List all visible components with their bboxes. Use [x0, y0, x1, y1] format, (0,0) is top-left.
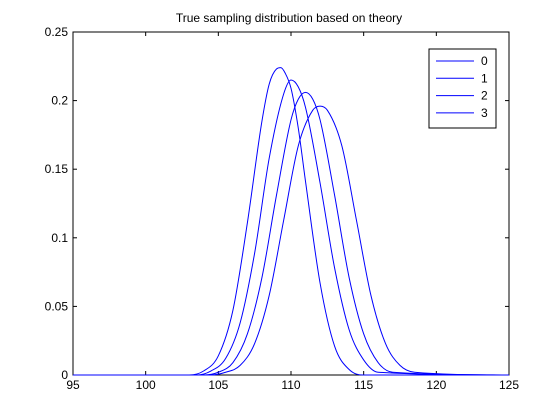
legend-label-1: 1: [481, 71, 488, 85]
x-tick-label: 95: [66, 378, 80, 392]
legend-label-2: 2: [481, 89, 488, 103]
y-tick-label: 0: [61, 368, 68, 382]
x-tick-label: 120: [426, 378, 446, 392]
series-line-0: [73, 67, 509, 376]
y-axis: 0 0.05 0.1 0.15 0.2 0.25: [45, 25, 509, 382]
y-tick-label: 0.05: [45, 299, 69, 313]
x-tick-label: 100: [136, 378, 156, 392]
x-tick-label: 105: [208, 378, 228, 392]
x-tick-label: 115: [354, 378, 373, 392]
chart-title: True sampling distribution based on theo…: [176, 11, 402, 25]
series-line-1: [73, 79, 510, 376]
legend: 0 1 2 3: [428, 48, 497, 129]
series-line-2: [73, 91, 510, 376]
y-tick-label: 0.25: [45, 25, 69, 39]
y-tick-label: 0.15: [45, 162, 69, 176]
y-tick-label: 0.2: [51, 94, 68, 108]
x-tick-label: 125: [499, 378, 519, 392]
y-tick-label: 0.1: [51, 231, 68, 245]
series-line-3: [73, 105, 510, 376]
x-tick-label: 110: [281, 378, 300, 392]
series-group: [73, 67, 510, 376]
legend-label-3: 3: [481, 106, 488, 120]
legend-label-0: 0: [481, 54, 488, 68]
legend-box: [428, 48, 497, 129]
